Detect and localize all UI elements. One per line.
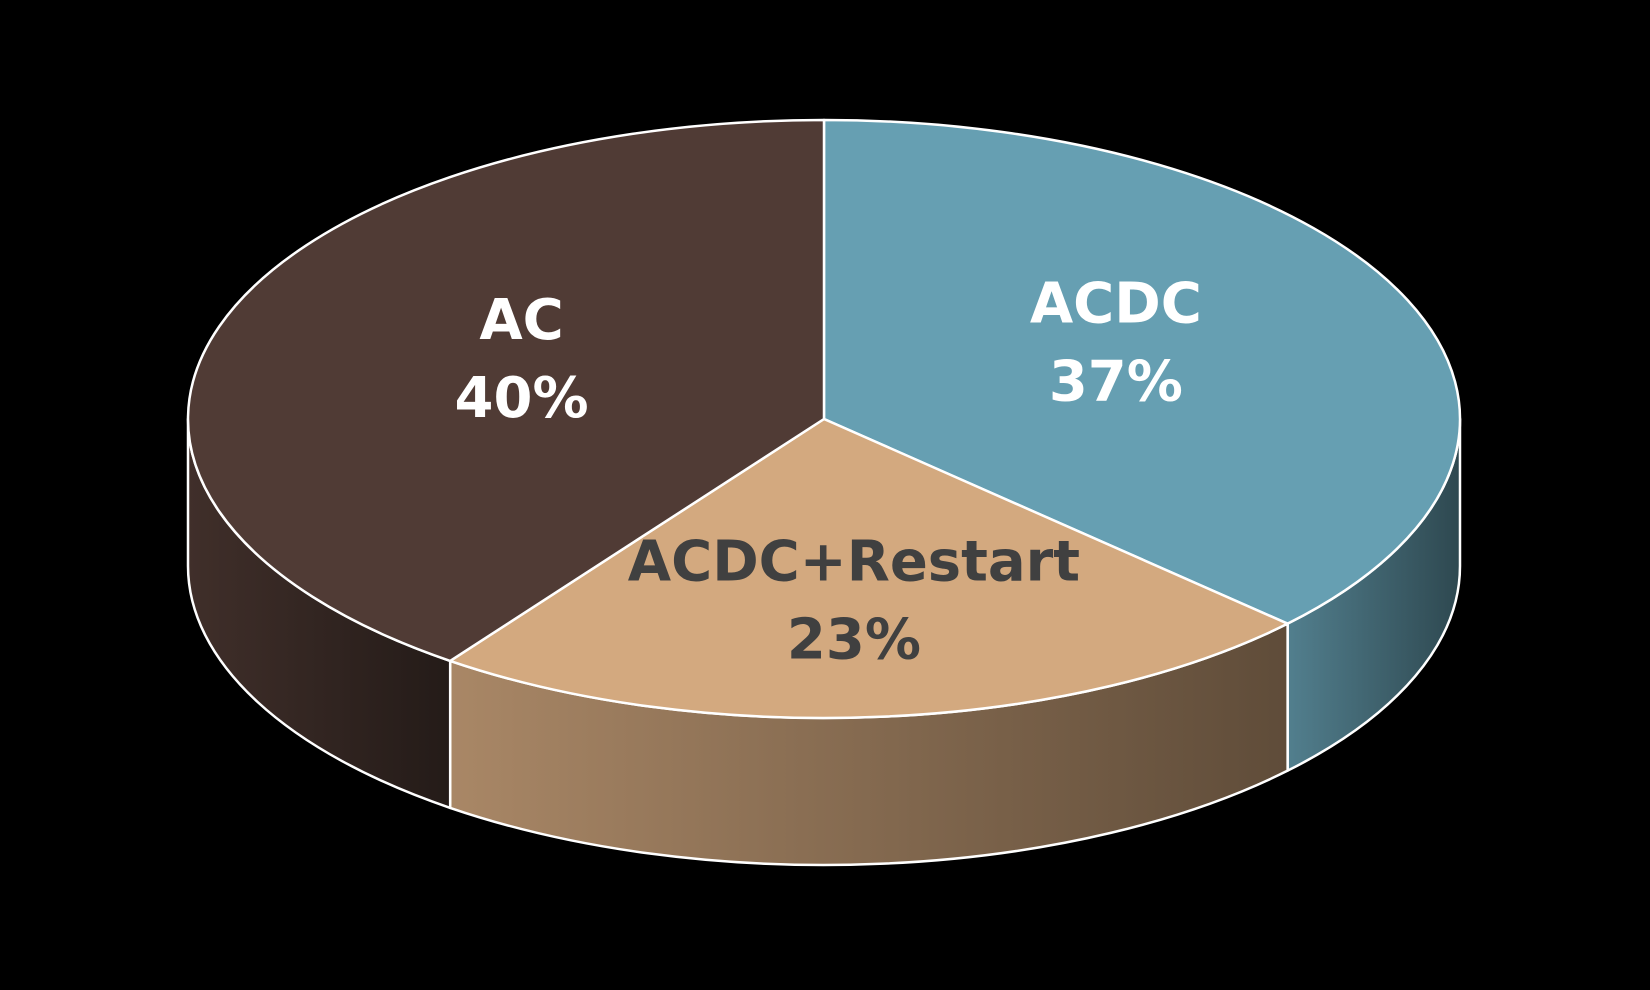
slice-category-label: ACDC+Restart <box>628 530 1080 595</box>
slice-value-label: 37% <box>1049 350 1183 415</box>
slice-value-label: 40% <box>455 366 589 431</box>
slice <box>186 118 826 663</box>
slice-value-label: 23% <box>787 608 921 673</box>
slice <box>448 417 1289 720</box>
slice-category-label: AC <box>479 288 563 353</box>
slice-category-label: ACDC <box>1030 272 1202 337</box>
slice <box>822 118 1462 625</box>
